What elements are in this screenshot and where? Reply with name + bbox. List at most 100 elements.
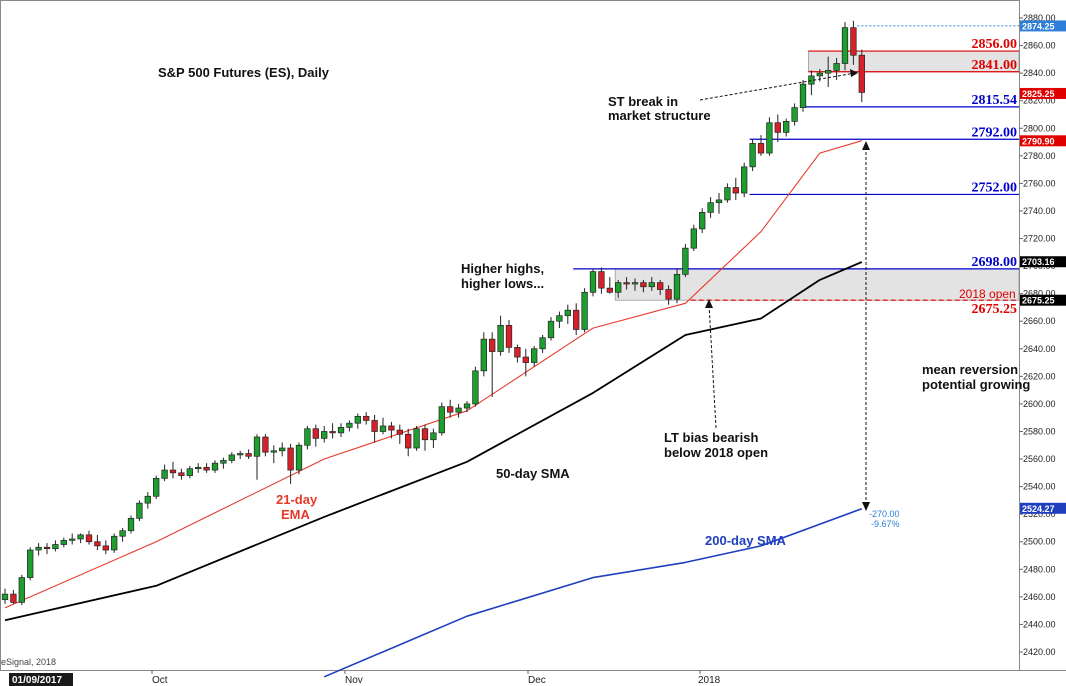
candle-body <box>841 27 849 64</box>
candle-body <box>127 517 135 532</box>
price-tag-bg <box>1020 87 1066 99</box>
candle-body <box>405 433 412 449</box>
candle-body <box>371 420 378 432</box>
candle-body <box>573 309 580 330</box>
candle-body <box>430 432 437 441</box>
candle-body <box>279 447 286 452</box>
candle-body <box>715 199 723 204</box>
ema-label-line1: 21-day <box>276 492 318 507</box>
y-tick-label: 2660.00 <box>1023 316 1056 326</box>
candle-body <box>94 541 101 547</box>
y-tick-label: 2800.00 <box>1023 123 1056 133</box>
candle-body <box>228 454 235 461</box>
candle-body <box>606 287 613 293</box>
candle-body <box>732 187 739 194</box>
y-tick-label: 2760.00 <box>1023 178 1056 188</box>
candle-body <box>783 121 790 133</box>
candle-body <box>825 70 832 74</box>
x-label-first-bg <box>9 673 73 686</box>
y-tick-label: 2460.00 <box>1023 592 1056 602</box>
candle-body <box>741 166 748 194</box>
candle-body <box>295 444 303 471</box>
candle-body <box>833 63 840 71</box>
price-tag-bg <box>1020 256 1066 268</box>
level-label: 2815.54 <box>972 93 1018 108</box>
level-label: 2856.00 <box>972 37 1018 52</box>
candle-body <box>766 122 773 154</box>
candle-body <box>153 477 160 497</box>
candle-body <box>690 228 697 249</box>
higher-highs-label-line2: higher lows... <box>461 276 544 291</box>
price-tag-label: 2675.25 <box>1022 296 1055 306</box>
candle-body <box>35 546 42 551</box>
lt-bias-arrowhead <box>705 299 713 308</box>
candle-body <box>211 462 219 471</box>
y-tick-label: 2740.00 <box>1023 206 1056 216</box>
level-label: 2792.00 <box>972 125 1018 140</box>
candle-body <box>673 274 681 300</box>
candle-body <box>102 545 109 551</box>
candle-body <box>774 122 781 133</box>
lt-bias-arrow <box>708 303 717 429</box>
sma200-label: 200-day SMA <box>705 533 787 548</box>
candle-body <box>69 538 76 541</box>
candle-body <box>413 428 420 449</box>
candle-body <box>463 403 471 409</box>
series-line <box>323 507 863 678</box>
price-tag-bg <box>1020 135 1066 147</box>
candle-body <box>749 143 756 168</box>
candle-body <box>43 546 51 549</box>
candle-body <box>682 247 689 275</box>
higher-highs-label-line1: Higher highs, <box>461 261 544 276</box>
y-tick-label: 2680.00 <box>1023 289 1056 299</box>
candle-body <box>287 447 294 471</box>
candle-body <box>589 271 597 293</box>
candle-body <box>547 320 555 339</box>
candle-body <box>169 469 177 474</box>
distance-points-label: -270.00 <box>869 509 900 519</box>
candle-body <box>388 425 395 431</box>
candle-body <box>262 436 269 453</box>
candle-body <box>497 325 504 352</box>
candle-body <box>522 356 529 363</box>
x-label-nov: Nov <box>345 675 363 686</box>
candle-body <box>220 460 227 464</box>
candle-body <box>178 472 185 476</box>
candle-body <box>531 348 538 363</box>
y-tick-label: 2540.00 <box>1023 482 1056 492</box>
candle-body <box>623 282 630 285</box>
y-tick-label: 2820.00 <box>1023 96 1056 106</box>
candle-body <box>52 544 59 549</box>
candle-body <box>539 337 546 350</box>
candle-body <box>1 593 9 600</box>
y-tick-label: 2580.00 <box>1023 426 1056 436</box>
lt-bias-label-line2: below 2018 open <box>664 445 768 460</box>
candle-body <box>27 549 34 578</box>
candle-body <box>438 406 445 434</box>
candle-body <box>556 315 563 322</box>
candle-body <box>396 429 403 435</box>
price-tag-label: 2874.25 <box>1022 21 1055 31</box>
candle-body <box>598 271 605 289</box>
candle-body <box>85 534 93 543</box>
price-tag-label: 2703.16 <box>1022 257 1055 267</box>
candle-body <box>195 466 202 470</box>
price-tag-bg <box>1020 502 1066 514</box>
level-label: 2698.00 <box>972 255 1018 270</box>
price-tag-label: 2790.90 <box>1022 136 1055 146</box>
open-2018-label: 2018 open <box>959 287 1016 301</box>
candle-body <box>699 211 706 230</box>
y-tick-label: 2860.00 <box>1023 41 1056 51</box>
distance-percent-label: -9.67% <box>871 519 900 529</box>
y-tick-label: 2720.00 <box>1023 234 1056 244</box>
st-break-label-line1: ST break in <box>608 94 678 109</box>
lt-bias-label-line1: LT bias bearish <box>664 430 758 445</box>
y-tick-label: 2620.00 <box>1023 371 1056 381</box>
reversion-arrowhead-bottom <box>862 502 870 511</box>
candle-body <box>514 347 521 358</box>
candle-body <box>346 422 353 428</box>
y-tick-label: 2440.00 <box>1023 619 1056 629</box>
st-break-arrowhead <box>850 69 858 77</box>
st-break-label-line2: market structure <box>608 108 711 123</box>
